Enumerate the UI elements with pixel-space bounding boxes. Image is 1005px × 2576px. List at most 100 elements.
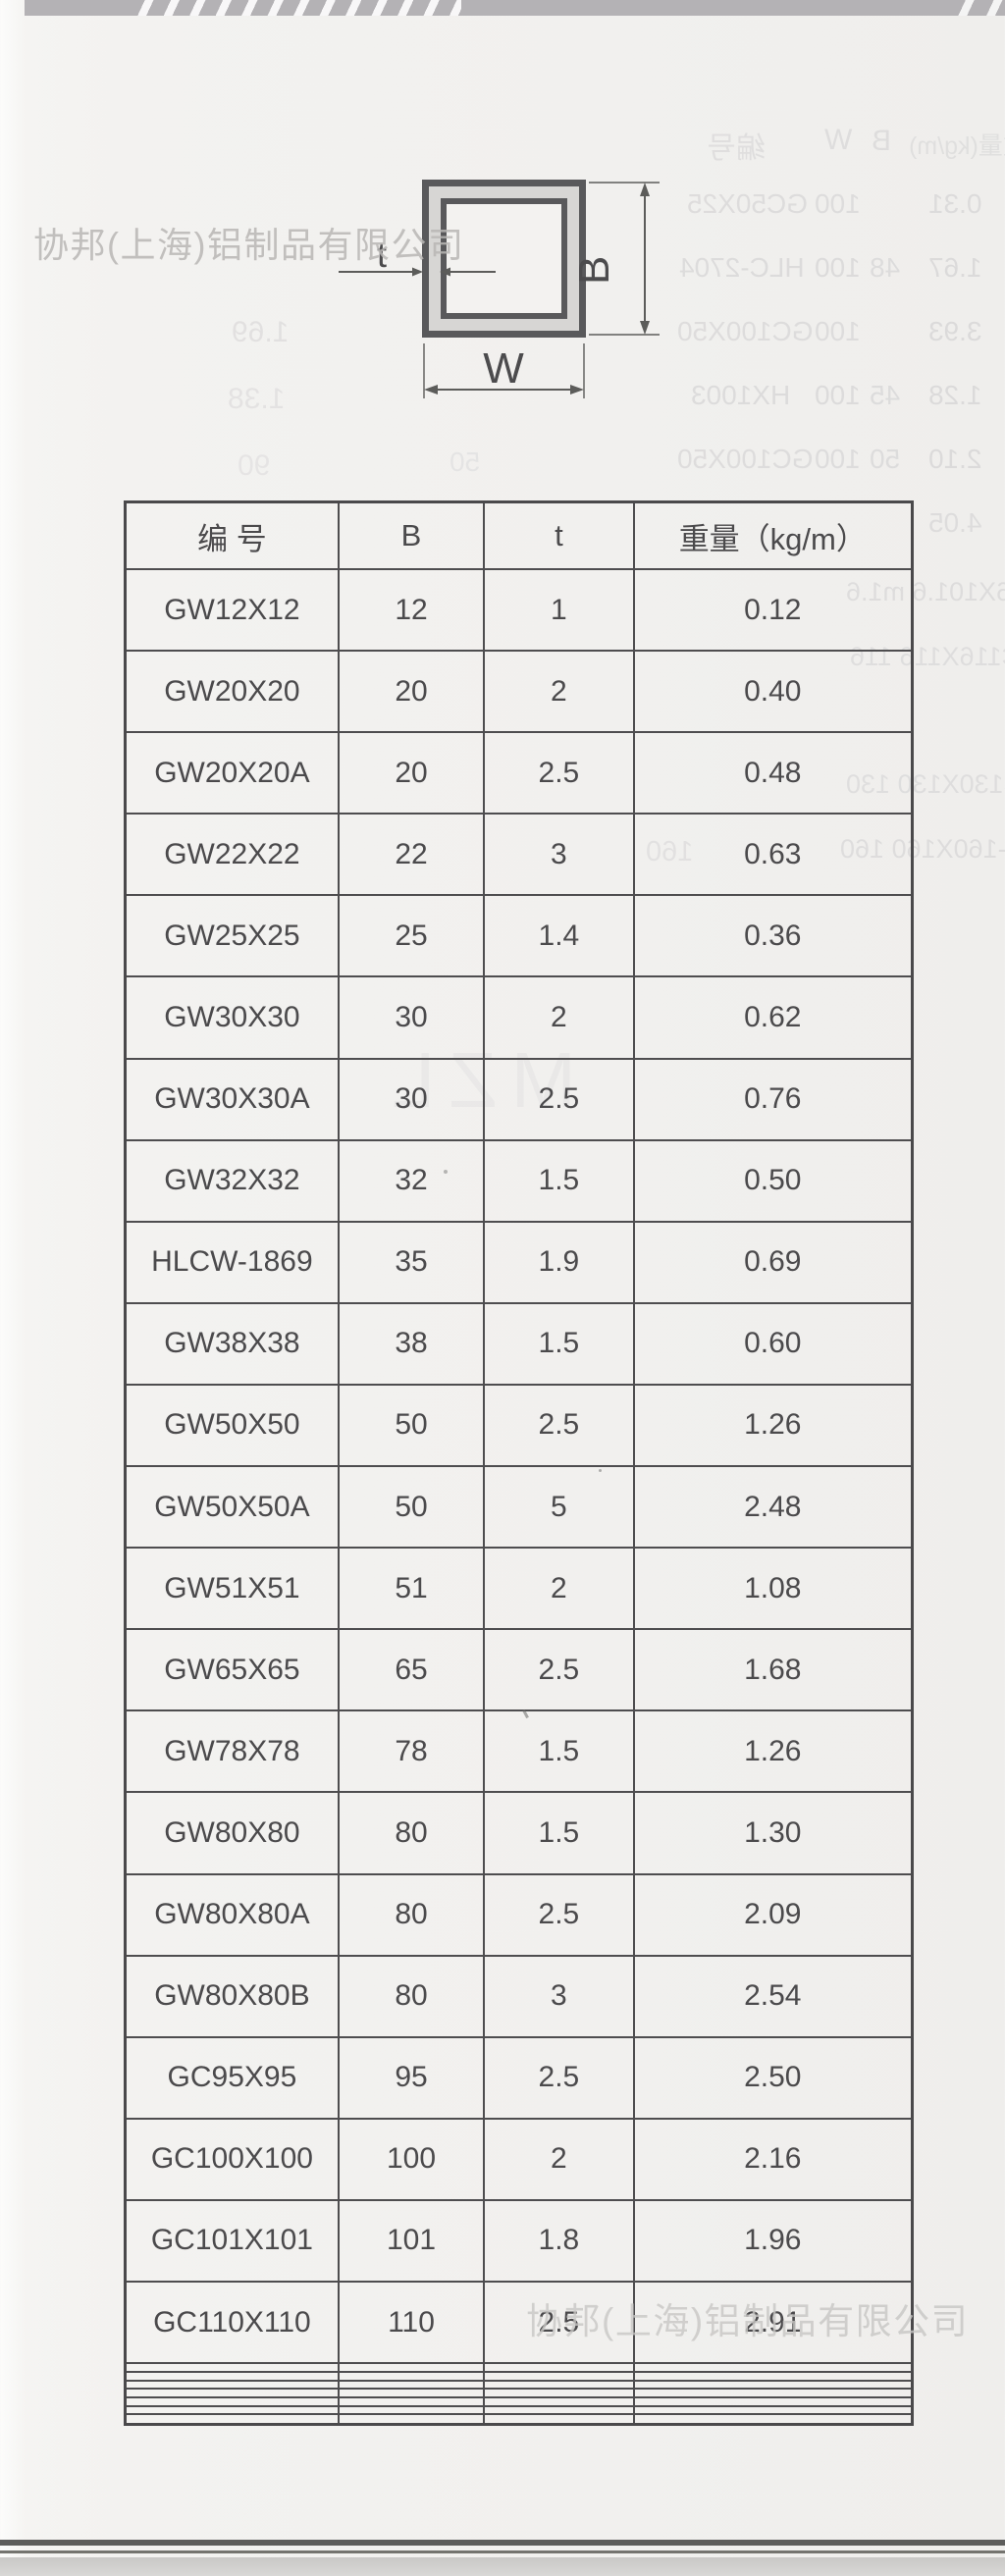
square-tube-diagram: B W t [339, 180, 660, 398]
t-value-cell: 2 [483, 650, 635, 734]
weight-value-cell: 0.12 [632, 567, 914, 653]
table-row: GW80X80B 80 3 2.54 [124, 1954, 914, 2038]
empty-cell [124, 2396, 340, 2407]
bleedthrough-text: 90 [238, 449, 271, 482]
header-b: B [337, 500, 486, 570]
table-row: GW22X22 22 3 0.63 [124, 813, 914, 897]
empty-cell [632, 2404, 914, 2416]
weight-value-cell: 2.48 [632, 1465, 914, 1550]
part-code-cell: GW38X38 [124, 1301, 340, 1386]
bleedthrough-text: 3.93 [928, 316, 982, 346]
empty-cell [337, 2370, 486, 2382]
bleedthrough-text: 100 [815, 252, 861, 283]
t-value-cell: 2.5 [483, 1383, 635, 1468]
t-value-cell: 1 [483, 567, 635, 653]
part-code-cell: GC95X95 [124, 2035, 340, 2120]
empty-cell [632, 2379, 914, 2391]
t-value-cell: 1.5 [483, 1301, 635, 1386]
table-row: GW65X65 65 2.5 1.68 [124, 1628, 914, 1712]
table-row: GW20X20A 20 2.5 0.48 [124, 731, 914, 815]
table-row: GW38X38 38 1.5 0.60 [124, 1301, 914, 1386]
part-code-cell: GW65X65 [124, 1628, 340, 1712]
t-value-cell: 2.5 [483, 1057, 635, 1141]
table-row: GW78X78 78 1.5 1.26 [124, 1709, 914, 1794]
weight-value-cell: 1.30 [632, 1791, 914, 1875]
bleedthrough-text: B [872, 125, 892, 157]
page-bottom-rule [0, 2540, 1005, 2546]
empty-table-row [124, 2404, 914, 2416]
page-bottom-rule-thin [0, 2550, 1005, 2553]
t-value-cell: 3 [483, 1954, 635, 2038]
part-code-cell: GW30X30A [124, 1057, 340, 1141]
bleedthrough-text: 100 [815, 444, 861, 474]
empty-cell [337, 2379, 486, 2391]
part-code-cell: GC101X101 [124, 2198, 340, 2283]
empty-table-row [124, 2388, 914, 2398]
part-code-cell: GW80X80B [124, 1954, 340, 2038]
part-code-cell: GW80X80A [124, 1872, 340, 1957]
b-value-cell: 20 [337, 650, 486, 734]
empty-cell [483, 2404, 635, 2416]
t-value-cell: 1.5 [483, 1709, 635, 1794]
b-value-cell: 80 [337, 1954, 486, 2038]
part-code-cell: GW30X30 [124, 975, 340, 1060]
bleedthrough-text: 48 [870, 252, 901, 283]
scanner-edge-strip [0, 2557, 1005, 2576]
dimension-t [339, 267, 496, 277]
bleedthrough-text: 1.28 [928, 380, 982, 410]
empty-cell [483, 2388, 635, 2398]
t-value-cell: 1.5 [483, 1791, 635, 1875]
empty-cell [483, 2379, 635, 2391]
part-code-cell: GW22X22 [124, 813, 340, 897]
b-value-cell: 20 [337, 731, 486, 815]
part-code-cell: GW32X32 [124, 1138, 340, 1223]
table-header-row: 编 号 B t 重量（kg/m） [124, 500, 914, 570]
weight-value-cell: 1.68 [632, 1628, 914, 1712]
bleedthrough-text: 1.67 [928, 252, 982, 283]
empty-cell [124, 2370, 340, 2382]
empty-cell [124, 2379, 340, 2391]
weight-value-cell: 0.50 [632, 1138, 914, 1223]
b-value-cell: 12 [337, 567, 486, 653]
b-value-cell: 78 [337, 1709, 486, 1794]
table-row: GW30X30 30 2 0.62 [124, 975, 914, 1060]
part-code-cell: GW78X78 [124, 1709, 340, 1794]
b-value-cell: 25 [337, 894, 486, 978]
weight-value-cell: 1.08 [632, 1547, 914, 1631]
part-code-cell: GW80X80 [124, 1791, 340, 1875]
weight-value-cell: 0.63 [632, 813, 914, 897]
dimension-label-B: B [570, 256, 618, 285]
t-value-cell: 2.5 [483, 2035, 635, 2120]
weight-value-cell: 2.50 [632, 2035, 914, 2120]
t-value-cell: 2 [483, 975, 635, 1060]
empty-table-row [124, 2413, 914, 2426]
bleedthrough-text: W [824, 124, 853, 156]
table-row: GW30X30A 30 2.5 0.76 [124, 1057, 914, 1141]
table-body: GW12X12 12 1 0.12 GW20X20 20 2 0.40 GW20X20A 20 2.… [124, 567, 914, 2426]
weight-value-cell: 2.09 [632, 1872, 914, 1957]
dimension-W [423, 343, 585, 398]
empty-cell [124, 2362, 340, 2373]
scan-speck [444, 1170, 448, 1174]
table-row: GC101X101 101 1.8 1.96 [124, 2198, 914, 2283]
part-code-cell: GW20X20 [124, 650, 340, 734]
b-value-cell: 22 [337, 813, 486, 897]
table-row: GW25X25 25 1.4 0.36 [124, 894, 914, 978]
empty-cell [632, 2413, 914, 2426]
empty-table-row [124, 2396, 914, 2407]
weight-value-cell: 0.48 [632, 731, 914, 815]
empty-cell [337, 2388, 486, 2398]
empty-cell [483, 2413, 635, 2426]
bleedthrough-text: GC50X25 [687, 188, 808, 219]
bleedthrough-text: 重量(kg/m) [909, 132, 1005, 160]
weight-value-cell: 0.60 [632, 1301, 914, 1386]
empty-cell [632, 2362, 914, 2373]
b-value-cell: 100 [337, 2117, 486, 2201]
bleedthrough-text: 2.10 [928, 444, 982, 474]
weight-value-cell: 0.69 [632, 1220, 914, 1304]
bleedthrough-text: GC100X50 [677, 444, 814, 474]
table-row: GW32X32 32 1.5 0.50 [124, 1138, 914, 1223]
part-code-cell: GC100X100 [124, 2117, 340, 2201]
weight-value-cell: 1.96 [632, 2198, 914, 2283]
